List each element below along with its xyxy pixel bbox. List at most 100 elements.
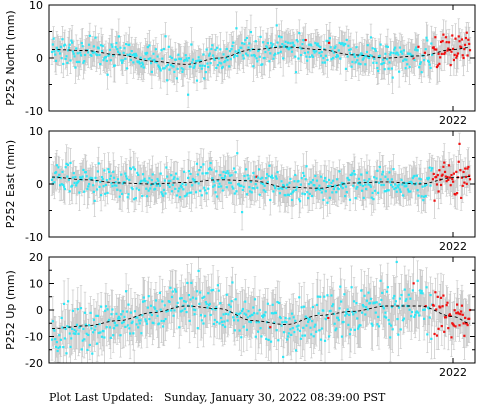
data-point [344,194,347,198]
data-point [224,171,228,174]
data-point [204,71,207,74]
data-point [286,47,289,50]
data-point [145,187,148,190]
data-point [187,176,190,180]
data-point [96,53,99,57]
recent-data-point [468,49,472,52]
data-point [155,61,158,64]
data-point [294,55,297,58]
recent-data-point [454,37,457,40]
data-point [328,196,331,199]
data-point [298,32,301,35]
data-point [145,53,148,56]
data-point [54,171,58,174]
recent-data-point [456,192,459,195]
data-point [172,65,175,68]
data-point [351,60,354,63]
data-point [314,42,317,45]
data-point [259,35,262,38]
recent-data-point [447,178,450,181]
data-point [133,55,137,58]
data-point [358,181,361,184]
data-point [317,44,320,48]
data-point [173,176,176,179]
data-point [320,50,323,54]
data-point [120,59,123,62]
data-point [125,177,129,180]
data-point [388,171,391,174]
data-point [165,166,168,169]
recent-data-point [443,51,447,54]
data-point [416,49,419,52]
data-point [141,194,144,198]
data-point [244,39,247,42]
data-point [257,49,260,53]
data-point [185,194,188,197]
data-point [371,191,374,195]
data-point [401,52,404,55]
data-point [153,60,157,63]
data-point [75,47,78,50]
data-point [275,177,278,180]
data-point [211,44,214,47]
data-point [199,64,202,67]
data-point [227,172,230,175]
data-point [286,183,289,186]
x-tick-label: 2022 [439,240,467,253]
data-point [103,169,106,172]
recent-data-point [435,175,438,179]
data-point [329,46,332,49]
data-point [406,188,410,191]
data-point [235,27,238,30]
data-point [163,67,166,70]
data-point [234,50,237,53]
data-point [232,41,235,44]
recent-data-point [448,176,451,179]
recent-data-point [453,53,456,57]
data-point [247,177,250,180]
data-point [386,178,389,181]
recent-data-point [451,47,455,50]
data-point [161,57,164,60]
data-point [69,59,72,62]
recent-data-point [433,48,436,51]
recent-data-point [444,36,447,39]
data-point [141,63,145,66]
data-point [217,185,220,188]
data-point [220,185,223,188]
data-point [286,41,290,44]
recent-data-point [450,173,453,177]
data-point [151,173,154,176]
data-point [128,178,131,182]
data-point [288,46,291,49]
data-point [316,42,319,45]
data-point [261,182,265,186]
data-point [216,46,219,49]
data-point [307,43,311,46]
data-point [325,181,328,184]
data-point [290,198,294,202]
data-point [366,180,369,183]
data-point [378,165,381,169]
recent-data-point [439,56,442,59]
data-point [53,50,56,53]
data-point [331,179,335,182]
recent-data-point [451,180,455,183]
data-point [192,66,195,69]
data-point [418,177,421,180]
data-point [92,45,95,48]
error-bars [50,257,472,363]
data-point [323,61,327,64]
recent-data-point [446,175,449,179]
data-point [411,176,414,180]
data-point [278,192,282,195]
data-point [139,56,142,59]
data-point [295,39,298,42]
recent-data-point [452,172,455,175]
data-point [423,184,426,187]
data-point [283,44,286,47]
data-point [207,187,210,190]
data-point [159,172,162,175]
data-point [124,172,127,175]
data-point [150,179,153,182]
